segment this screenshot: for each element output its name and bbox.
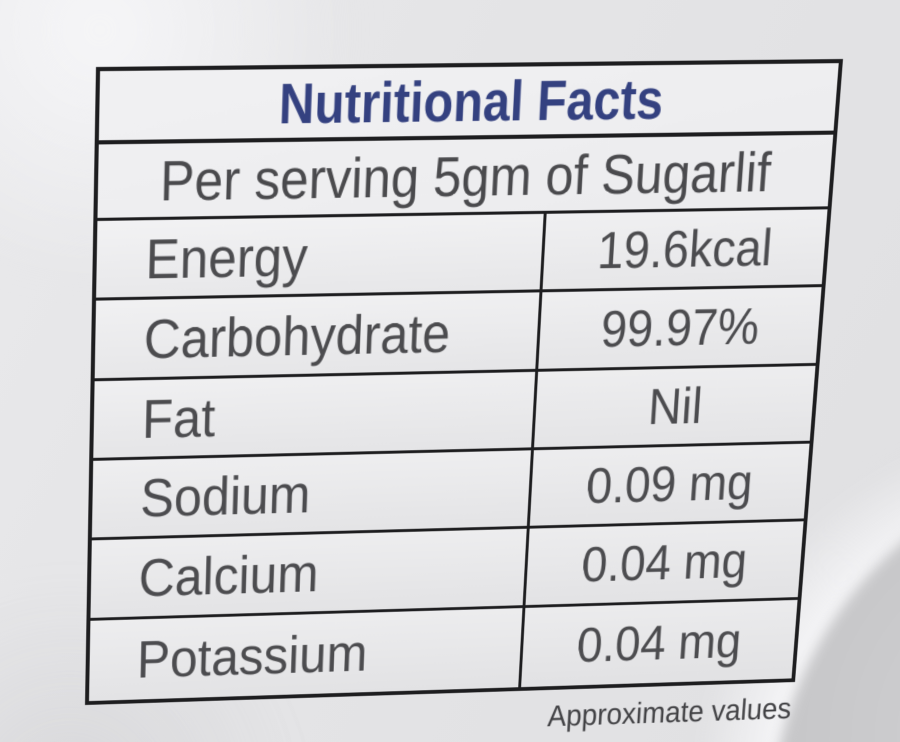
- nutrient-value: 19.6kcal: [596, 218, 775, 280]
- serving-info-row: Per serving 5gm of Sugarlif: [97, 130, 834, 218]
- table-row: Energy 19.6kcal: [96, 206, 828, 298]
- nutrient-name: Energy: [144, 224, 309, 291]
- nutrient-label-cell: Energy: [96, 213, 547, 298]
- nutrient-name: Calcium: [138, 542, 320, 608]
- table-title-row: Nutritional Facts: [99, 63, 839, 140]
- nutrient-label-cell: Fat: [93, 371, 539, 458]
- nutrient-value-cell: Nil: [534, 365, 816, 448]
- nutrient-value: 0.09 mg: [584, 454, 755, 515]
- nutrition-label: Nutritional Facts Per serving 5gm of Sug…: [84, 58, 844, 742]
- nutrient-value-cell: 0.04 mg: [525, 521, 804, 606]
- nutrient-value-cell: 0.04 mg: [521, 599, 798, 688]
- nutrient-label-cell: Calcium: [90, 528, 530, 618]
- serving-info: Per serving 5gm of Sugarlif: [159, 140, 774, 213]
- table-title: Nutritional Facts: [278, 67, 666, 136]
- nutrient-name: Potassium: [136, 623, 369, 690]
- nutrient-value-cell: 19.6kcal: [542, 209, 828, 290]
- nutrient-name: Fat: [141, 386, 217, 450]
- nutrient-value: 0.04 mg: [580, 533, 750, 594]
- nutrient-value: Nil: [646, 377, 704, 436]
- nutrition-table: Nutritional Facts Per serving 5gm of Sug…: [85, 58, 844, 706]
- nutrient-value-cell: 0.09 mg: [529, 443, 810, 526]
- nutrient-value-cell: 99.97%: [538, 287, 822, 369]
- nutrient-label-cell: Carbohydrate: [94, 292, 543, 379]
- nutrient-label-cell: Sodium: [91, 450, 534, 538]
- nutrient-value: 0.04 mg: [575, 613, 744, 674]
- nutrient-value: 99.97%: [599, 297, 761, 359]
- nutrient-label-cell: Potassium: [88, 607, 526, 702]
- approximate-values-text: Approximate values: [546, 691, 793, 733]
- nutrient-name: Carbohydrate: [143, 301, 452, 370]
- nutrient-name: Sodium: [139, 463, 312, 529]
